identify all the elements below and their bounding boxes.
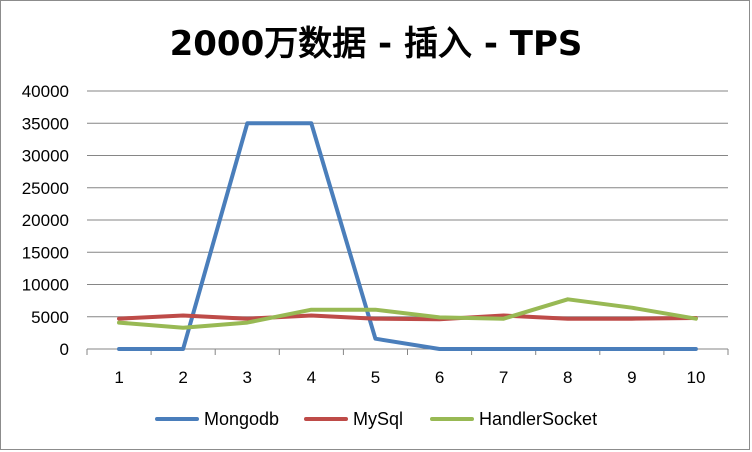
y-tick-label: 5000 bbox=[31, 308, 69, 327]
x-tick-label: 9 bbox=[627, 368, 636, 387]
legend: Mongodb MySql HandlerSocket bbox=[155, 409, 597, 429]
x-tick-label: 2 bbox=[178, 368, 187, 387]
gridlines bbox=[87, 90, 728, 318]
y-axis: 0 5000 10000 15000 20000 25000 30000 35000 40000 bbox=[22, 82, 69, 359]
y-tick-label: 0 bbox=[60, 340, 69, 359]
y-tick-label: 15000 bbox=[22, 243, 69, 262]
x-tick-label: 5 bbox=[371, 368, 380, 387]
series-line-mysql bbox=[117, 313, 698, 322]
legend-label-mongodb: Mongodb bbox=[204, 409, 279, 429]
y-tick-label: 30000 bbox=[22, 147, 69, 166]
x-tick-label: 8 bbox=[563, 368, 572, 387]
x-tick-label: 4 bbox=[307, 368, 316, 387]
series-line-mongodb bbox=[117, 121, 698, 351]
y-tick-label: 25000 bbox=[22, 179, 69, 198]
x-tick-label: 6 bbox=[435, 368, 444, 387]
chart-title: 2000万数据 - 插入 - TPS bbox=[169, 24, 583, 64]
y-tick-label: 20000 bbox=[22, 211, 69, 230]
legend-label-handlersocket: HandlerSocket bbox=[479, 409, 597, 429]
series-line-handlersocket bbox=[117, 297, 698, 330]
x-tick-label: 7 bbox=[499, 368, 508, 387]
series-lines bbox=[117, 121, 698, 351]
legend-label-mysql: MySql bbox=[353, 409, 403, 429]
x-tick-label: 10 bbox=[686, 368, 705, 387]
y-tick-label: 10000 bbox=[22, 276, 69, 295]
x-tick-label: 3 bbox=[243, 368, 252, 387]
x-tick-label: 1 bbox=[114, 368, 123, 387]
y-tick-label: 40000 bbox=[22, 82, 69, 101]
x-axis: 1 2 3 4 5 6 7 8 9 10 bbox=[86, 348, 729, 387]
y-tick-label: 35000 bbox=[22, 114, 69, 133]
